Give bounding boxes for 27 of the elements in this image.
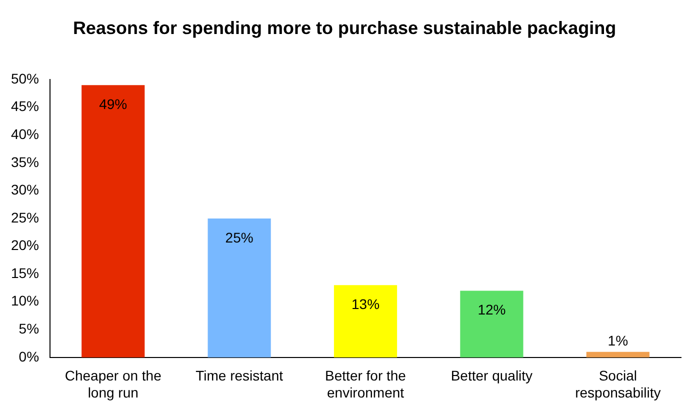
x-tick-label: Cheaper on the long run xyxy=(64,368,162,400)
y-tick-label: 10% xyxy=(10,292,40,309)
y-tick-label: 5% xyxy=(18,320,40,336)
y-tick-label: 0% xyxy=(18,348,40,364)
y-tick-label: 25% xyxy=(10,209,40,226)
y-tick-label: 20% xyxy=(10,237,40,254)
y-tick-label: 30% xyxy=(10,182,40,198)
x-tick-label: Time resistant xyxy=(196,368,284,384)
data-label: 49% xyxy=(99,96,128,112)
x-tick-label: Social responsability xyxy=(575,368,661,400)
x-tick-label: Better for the environment xyxy=(325,368,406,400)
data-label: 13% xyxy=(351,296,380,312)
y-tick-label: 50% xyxy=(10,70,40,86)
data-label: 1% xyxy=(608,332,628,349)
y-tick-label: 45% xyxy=(10,98,40,114)
y-tick-label: 40% xyxy=(10,126,40,142)
data-label: 12% xyxy=(478,302,506,318)
bar xyxy=(334,285,398,358)
bar xyxy=(82,85,145,358)
data-label: 25% xyxy=(225,229,254,246)
chart-title: Reasons for spending more to purchase sustainable packaging xyxy=(72,18,616,38)
y-tick-label: 35% xyxy=(10,154,40,170)
bar xyxy=(586,352,650,358)
x-tick-label: Better quality xyxy=(450,368,533,384)
y-tick-label: 15% xyxy=(10,264,40,281)
bar xyxy=(460,290,524,358)
bar xyxy=(208,218,271,358)
